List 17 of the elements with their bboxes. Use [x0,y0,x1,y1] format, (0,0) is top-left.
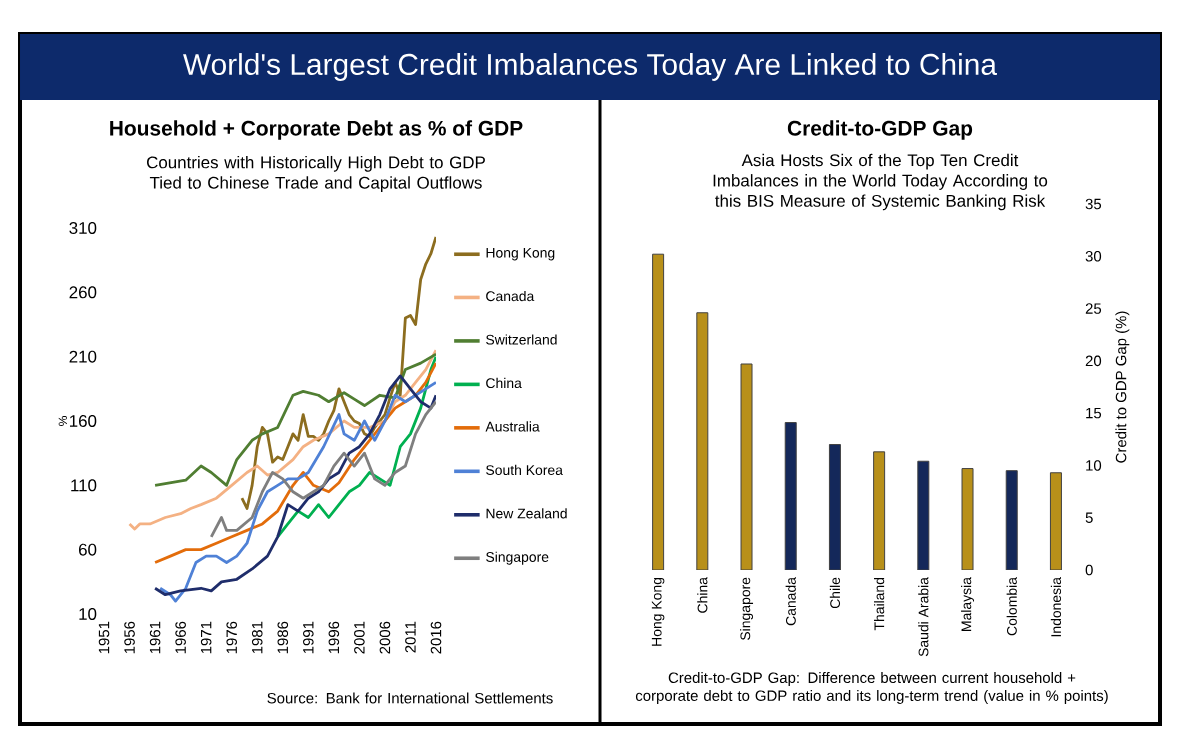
line-series [240,235,436,510]
y-tick-label: 210 [69,350,97,363]
y-tick-label: 110 [71,479,97,492]
line-series [209,400,436,539]
line-series [128,348,436,531]
y-tick-label: 60 [79,543,97,556]
y-tick-label: 310 [69,222,97,234]
text: World's Largest Credit Imbalances Today Are Linked to China [183,53,997,81]
line-series [276,355,436,539]
y-tick-label: 10 [79,608,97,620]
chart-subtitle: Countries with Historically High Debt to GDP Tied to Chinese Trade and Capital Outflows [147,155,485,193]
chart-subtitle: Asia Hosts Six of the Top Ten Credit Imbalances in the World Today According to this BIS Measure of Systemic Banking Risk [713,153,1048,211]
chart-title: Credit-to-GDP Gap [787,120,973,140]
chart-title: Household + Corporate Debt as % of GDP [110,120,523,140]
y-tick-label: 260 [69,286,97,299]
line-series [153,361,436,564]
y-tick-label: 160 [69,415,97,427]
